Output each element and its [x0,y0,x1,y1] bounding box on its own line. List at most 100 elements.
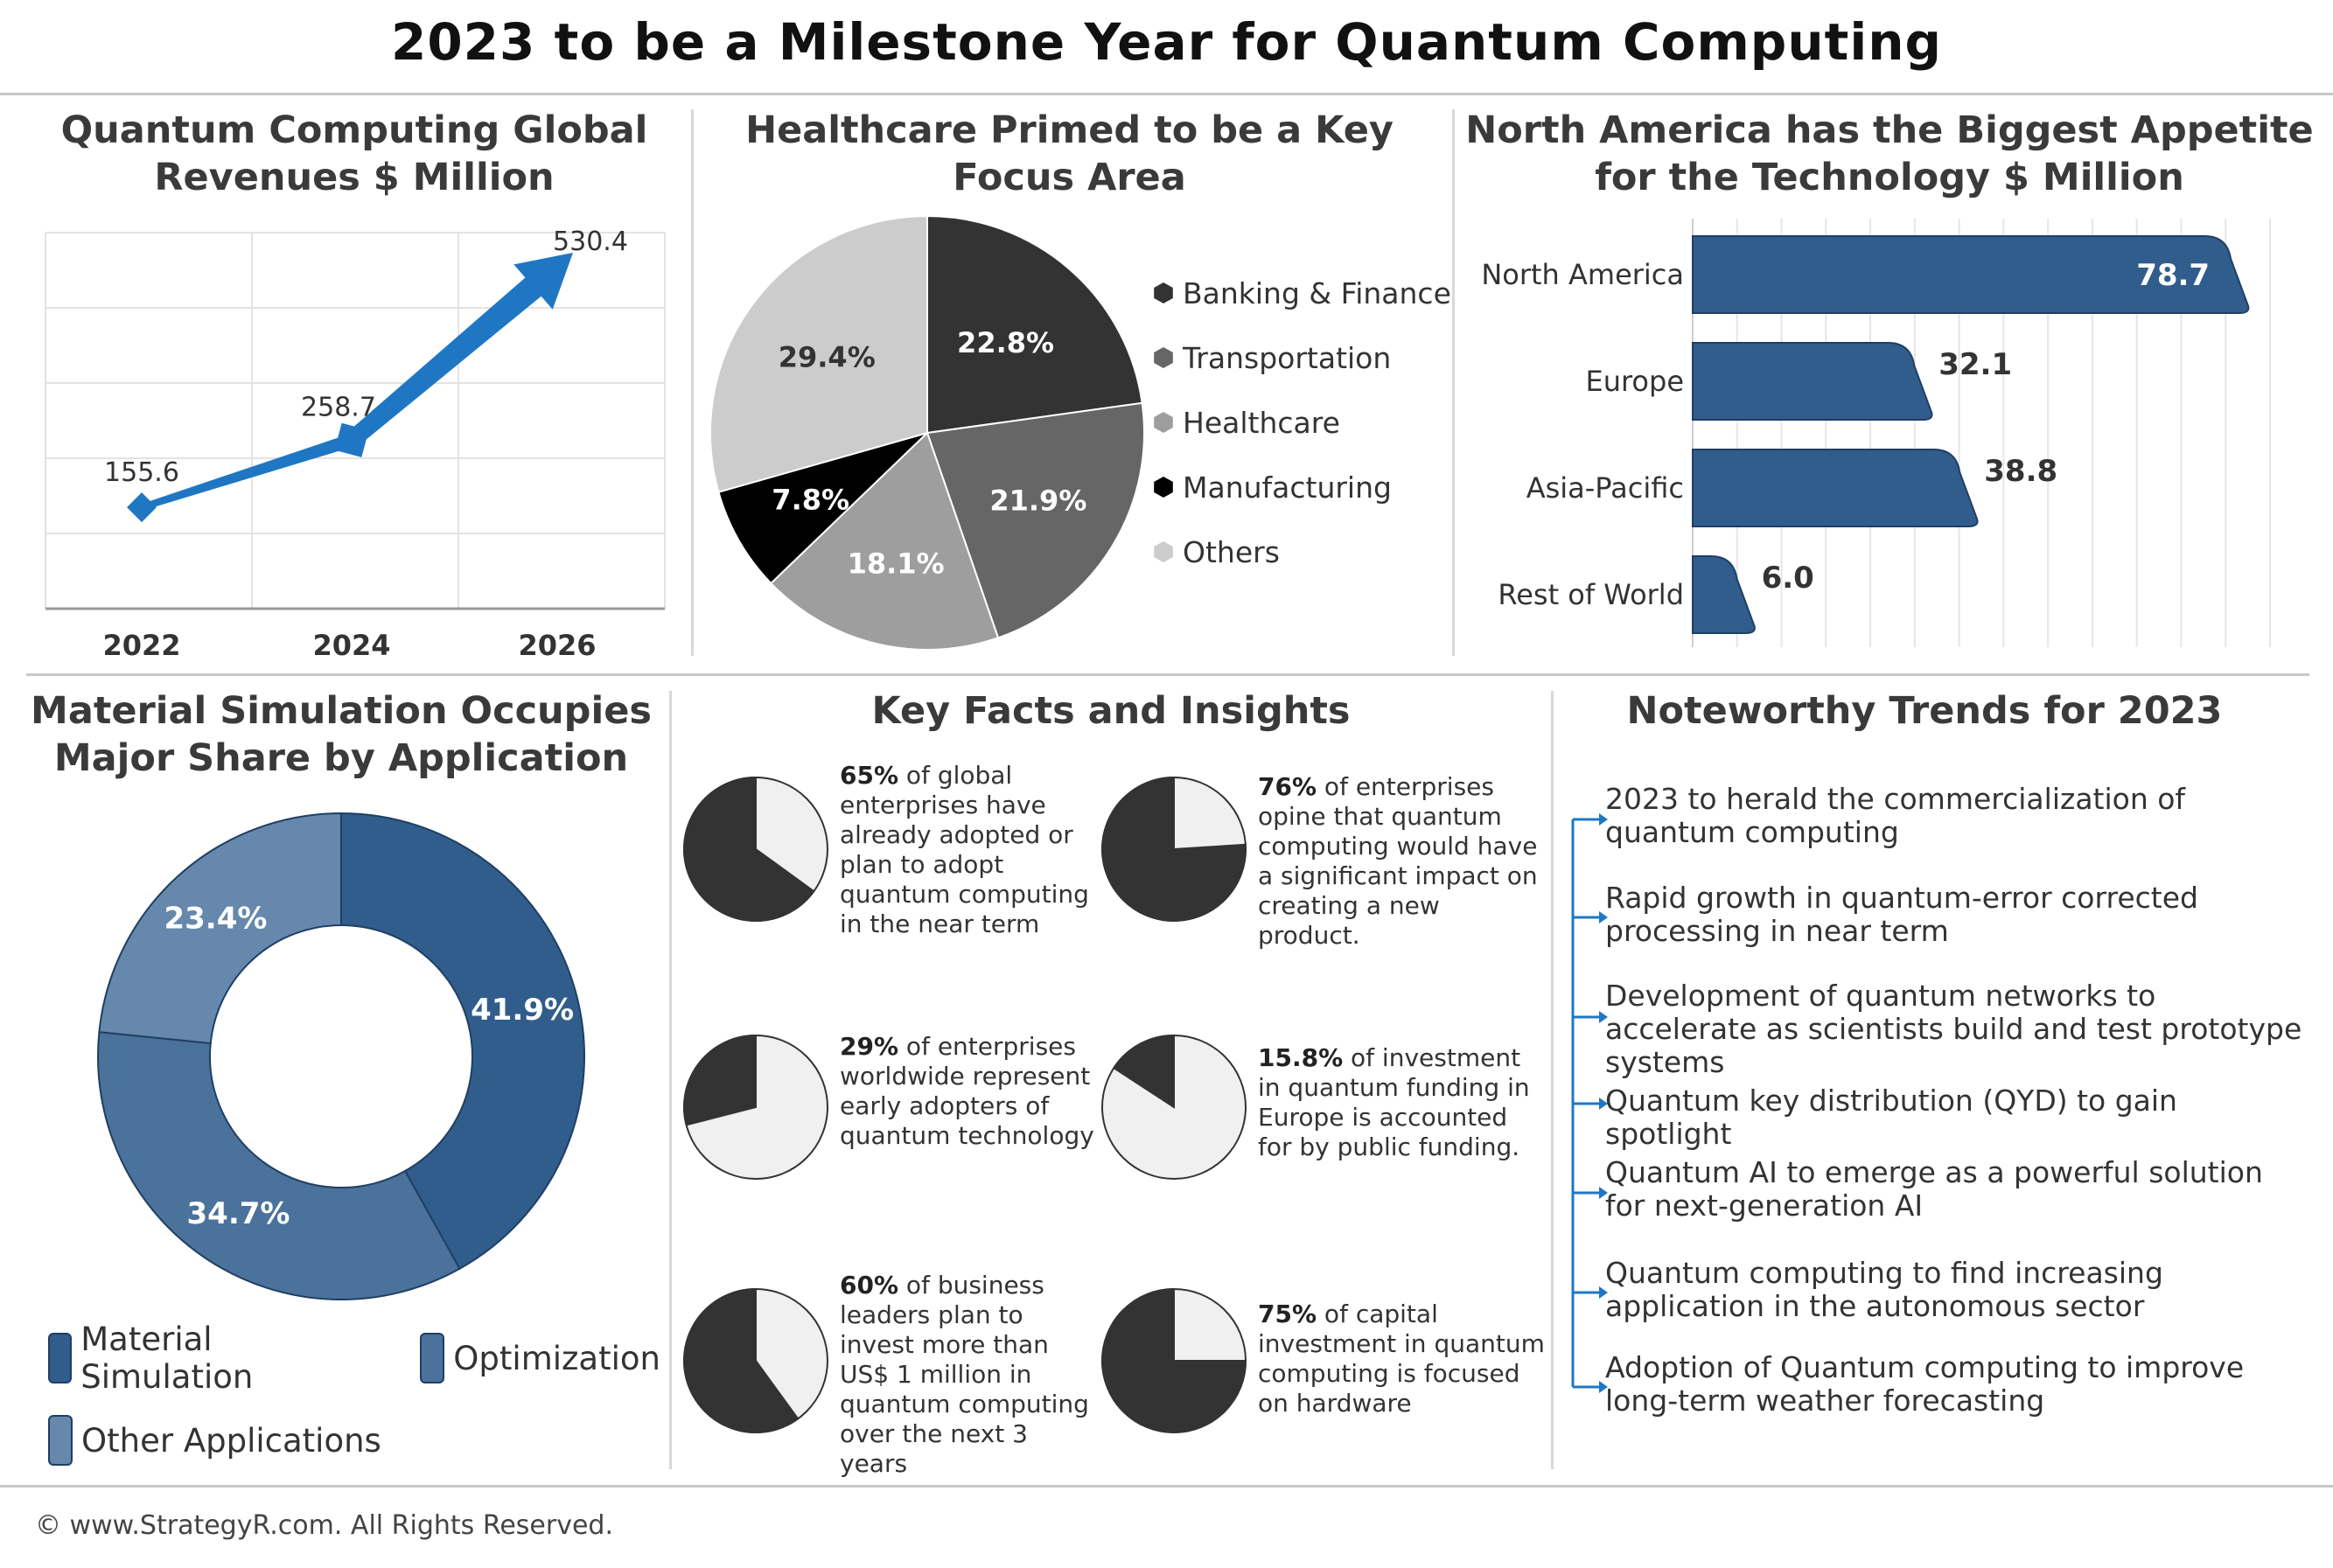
trend-item: Quantum AI to emerge as a powerful solut… [1605,1155,2263,1223]
value-label-2022: 155.6 [104,457,179,488]
donut-percent-label: 23.4% [164,901,267,936]
legend-swatch [48,1415,73,1466]
legend-marker [1154,347,1173,368]
legend-swatch [48,1333,73,1383]
applications-title-line2: Major Share by Application [53,736,629,780]
y-tick-label: Europe [1585,365,1684,398]
fact-pie-slice [683,1034,757,1126]
revenue-title-line2: Revenues $ Million [154,156,555,199]
trend-item: 2023 to herald the commercialization of … [1605,782,2186,849]
fact-description: of investment in quantum funding in Euro… [1258,1043,1530,1161]
bar-value-label: 32.1 [1938,347,2012,382]
legend-optimization: Optimization [420,1321,660,1396]
donut-segment-optimization [97,1031,461,1300]
trend-arrow-icon [1599,1381,1608,1393]
fact-pie-slice [1101,776,1247,922]
applications-panel-title: Material Simulation Occupies Major Share… [17,687,665,782]
fact-percent: 15.8% [1258,1043,1344,1072]
fact-pie-slice [683,776,815,922]
donut-segment-other-applications [98,812,342,1045]
fact-text: 65% of global enterprises have already a… [840,761,1102,939]
trends-panel-title: Noteworthy Trends for 2023 [1626,689,2223,733]
column-divider [691,109,694,656]
trend-segment [142,433,352,512]
fact-text: 60% of business leaders plan to invest m… [840,1271,1102,1479]
bar-value-label: 6.0 [1762,561,1814,596]
pie-slice-manufacturing [717,432,928,585]
legend-label: Optimization [453,1339,660,1377]
pie-percent-label: 29.4% [779,340,876,373]
trend-arrow-icon [1599,1187,1608,1199]
footer-divider [0,1485,2333,1488]
data-point-2022 [127,492,157,523]
legend-label: Healthcare [1183,405,1340,440]
legend-item: Manufacturing [1153,465,1451,509]
trend-item: Quantum computing to find increasing app… [1605,1256,2163,1323]
y-tick-label: Asia-Pacific [1526,471,1684,505]
trend-arrow-icon [1599,1098,1608,1110]
healthcare-panel-title: Healthcare Primed to be a Key Focus Area [700,107,1439,201]
revenue-title-line1: Quantum Computing Global [60,108,648,152]
regions-title-line2: for the Technology $ Million [1595,156,2184,199]
legend-marker [1154,541,1173,562]
facts-panel-title: Key Facts and Insights [871,689,1351,733]
legend-label: Other Applications [81,1421,381,1460]
legend-marker [1154,412,1173,433]
legend-item: Others [1153,530,1451,574]
revenue-panel-title: Quantum Computing Global Revenues $ Mill… [17,107,691,201]
trend-item: Rapid growth in quantum-error corrected … [1605,881,2198,948]
application-legend: Material Simulation Optimization Other A… [48,1321,660,1466]
column-divider [1452,109,1455,656]
pie-percent-label: 22.8% [957,326,1054,359]
region-bar-chart: North America 78.7 Europe 32.1 Asia-Pacific 3… [1481,219,2271,647]
title-divider [0,93,2333,95]
fact-pie-icon [1101,1287,1247,1433]
fact-text: 75% of capital investment in quantum com… [1258,1300,1547,1418]
trend-arrow-icon [1599,911,1608,923]
fact-pie-icon [1101,776,1247,922]
trend-arrow-icon [1599,1011,1608,1023]
fact-percent: 76% [1258,772,1317,801]
donut-percent-label: 41.9% [471,993,574,1028]
y-tick-label: Rest of World [1498,578,1684,611]
fact-percent: 60% [840,1271,899,1300]
column-divider [669,691,672,1469]
page-title: 2023 to be a Milestone Year for Quantum … [390,12,1943,72]
bar-value-label: 38.8 [1984,454,2057,489]
x-tick-label: 2022 [102,629,180,662]
legend-marker [1154,282,1173,303]
bar-europe [1692,342,1933,421]
bar-north-america [1692,235,2250,314]
fact-text: 76% of enterprises opine that quantum co… [1258,772,1547,951]
fact-percent: 75% [1258,1300,1317,1328]
fact-description: of business leaders plan to invest more … [840,1271,1089,1478]
fact-pie-icon [1101,1034,1247,1180]
healthcare-title-line1: Healthcare Primed to be a Key [745,108,1394,152]
fact-pie-slice [1112,1034,1175,1109]
fact-percent: 29% [840,1032,899,1061]
value-label-2024: 258.7 [301,392,376,422]
trend-item: Adoption of Quantum computing to improve… [1605,1350,2245,1418]
legend-item: Banking & Finance [1153,271,1451,315]
donut-percent-label: 34.7% [187,1196,290,1231]
revenue-line-chart: 155.6 258.7 530.4 2022 2024 2026 [45,226,666,662]
fact-percent: 65% [840,761,899,790]
legend-label: Manufacturing [1183,470,1392,505]
pie-slice-transportation [926,401,1145,639]
trend-arrow-icon [1599,813,1608,826]
trend-item: Development of quantum networks to accel… [1605,979,2302,1079]
legend-label: Others [1183,534,1280,569]
legend-item: Transportation [1153,336,1451,380]
trend-item: Quantum key distribution (QYD) to gain s… [1605,1084,2177,1151]
trend-connector [1571,813,1608,1393]
pie-percent-label: 7.8% [772,484,849,517]
sector-pie-chart: 22.8% 21.9% 18.1% 7.8% 29.4% [709,214,1145,651]
pie-percent-label: 18.1% [848,547,945,581]
regions-title-line1: North America has the Biggest Appetite [1465,108,2314,152]
row-divider [26,673,2309,676]
bar-value-label: 78.7 [2136,258,2210,293]
column-divider [1551,691,1554,1469]
fact-description: of enterprises worldwide represent early… [840,1032,1094,1150]
legend-label: Banking & Finance [1183,275,1451,310]
bar-rest-of-world [1692,555,1756,634]
